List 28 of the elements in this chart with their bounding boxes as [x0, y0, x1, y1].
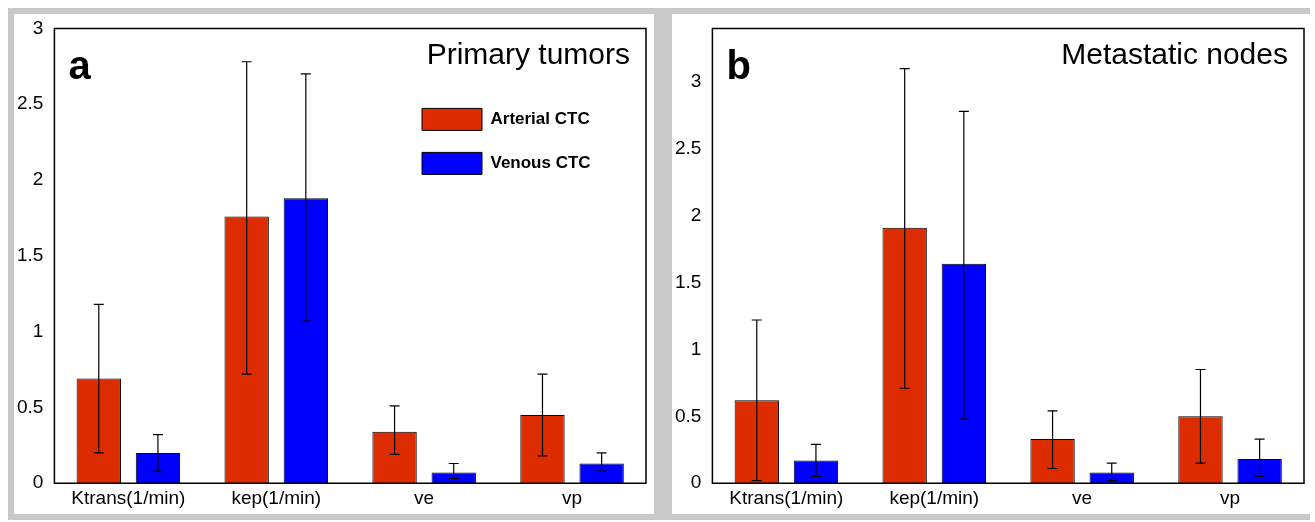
y-tick-label: 3: [32, 16, 44, 38]
x-tick-label: kep(1/min): [231, 486, 322, 508]
y-tick-label: 0.5: [674, 404, 702, 426]
x-tick-label: Ktrans(1/min): [729, 486, 844, 508]
y-tick-label: 0: [32, 471, 44, 493]
legend-label: Venous CTC: [490, 153, 591, 173]
x-tick-label: vp: [562, 486, 583, 508]
x-tick-label: ve: [414, 486, 435, 508]
x-tick-label: Ktrans(1/min): [71, 486, 186, 508]
y-tick-label: 0.5: [16, 395, 44, 417]
annotation: b: [726, 43, 751, 88]
y-tick-label: 0: [690, 471, 702, 493]
y-tick-label: 1: [690, 337, 702, 359]
y-tick-label: 2.5: [16, 92, 44, 114]
y-tick-label: 1: [32, 319, 44, 341]
annotation: a: [68, 43, 92, 88]
chart-title: Metastatic nodes: [1061, 36, 1288, 70]
x-tick-label: vp: [1220, 486, 1241, 508]
y-tick-label: 2: [32, 168, 44, 190]
legend-label: Arterial CTC: [490, 109, 590, 129]
y-tick-label: 1.5: [16, 244, 44, 266]
y-tick-label: 2.5: [674, 137, 702, 159]
y-tick-label: 3: [690, 70, 702, 92]
x-tick-label: kep(1/min): [889, 486, 980, 508]
y-tick-label: 1.5: [674, 270, 702, 292]
chart-title: Primary tumors: [426, 36, 630, 70]
y-tick-label: 2: [690, 203, 702, 225]
x-tick-label: ve: [1072, 486, 1093, 508]
